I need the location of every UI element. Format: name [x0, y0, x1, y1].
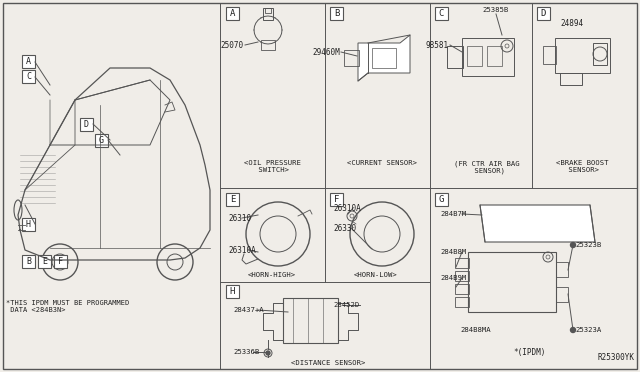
Text: 24894: 24894	[561, 19, 584, 28]
Text: H: H	[230, 287, 235, 296]
Text: <HORN-LOW>: <HORN-LOW>	[354, 272, 398, 278]
Text: 28452D: 28452D	[333, 302, 360, 308]
Text: (FR CTR AIR BAG
 SENSOR): (FR CTR AIR BAG SENSOR)	[454, 160, 520, 174]
Text: F: F	[58, 257, 63, 266]
Text: B: B	[26, 257, 31, 266]
Bar	[455, 284, 469, 294]
Text: <BRAKE BOOST
 SENSOR>: <BRAKE BOOST SENSOR>	[556, 160, 608, 173]
Text: D: D	[541, 9, 546, 18]
Bar	[54, 255, 67, 268]
Text: *(IPDM): *(IPDM)	[514, 348, 546, 357]
Text: A: A	[230, 9, 235, 18]
Text: 284B8M: 284B8M	[440, 249, 467, 255]
Bar	[263, 8, 273, 20]
Bar	[22, 70, 35, 83]
Bar	[555, 38, 610, 73]
Bar	[38, 255, 51, 268]
Text: 26310: 26310	[228, 214, 251, 222]
Text: 25070: 25070	[221, 41, 244, 49]
Text: 26330: 26330	[333, 224, 356, 232]
Bar	[593, 43, 607, 65]
Text: <HORN-HIGH>: <HORN-HIGH>	[248, 272, 296, 278]
Bar	[95, 134, 108, 147]
Text: 26310A: 26310A	[228, 246, 256, 254]
Polygon shape	[480, 205, 595, 242]
Bar	[455, 258, 469, 268]
Text: 26310A: 26310A	[333, 203, 361, 212]
Bar	[226, 7, 239, 20]
Bar	[537, 7, 550, 20]
Text: R25300YK: R25300YK	[598, 353, 635, 362]
Text: H: H	[26, 220, 31, 229]
Bar	[22, 55, 35, 68]
Bar	[487, 46, 502, 66]
Text: C: C	[26, 72, 31, 81]
Bar	[330, 7, 343, 20]
Bar	[462, 38, 514, 76]
Text: G: G	[99, 136, 104, 145]
Bar	[265, 8, 271, 13]
Bar	[435, 7, 448, 20]
Text: E: E	[42, 257, 47, 266]
Text: 284B9M: 284B9M	[440, 275, 467, 281]
Text: 284B7M: 284B7M	[440, 211, 467, 217]
Circle shape	[266, 351, 270, 355]
Text: 284B8MA: 284B8MA	[460, 327, 491, 333]
Bar	[226, 285, 239, 298]
Bar	[283, 298, 338, 343]
Bar	[344, 50, 359, 66]
Text: B: B	[334, 9, 339, 18]
Bar	[22, 255, 35, 268]
Bar	[543, 46, 556, 64]
Bar	[455, 297, 469, 307]
Circle shape	[570, 327, 575, 333]
Bar	[226, 193, 239, 206]
Text: F: F	[334, 195, 339, 204]
Polygon shape	[358, 35, 410, 81]
Bar	[261, 40, 275, 50]
Bar	[22, 218, 35, 231]
Text: <OIL PRESSURE
 SWITCH>: <OIL PRESSURE SWITCH>	[244, 160, 300, 173]
Text: 25385B: 25385B	[483, 7, 509, 13]
Text: G: G	[439, 195, 444, 204]
Text: 98581: 98581	[426, 41, 449, 49]
Text: E: E	[230, 195, 235, 204]
Bar	[80, 118, 93, 131]
Circle shape	[570, 243, 575, 247]
Text: 28437+A: 28437+A	[233, 307, 264, 313]
Text: A: A	[26, 57, 31, 66]
Bar	[556, 262, 568, 277]
Text: 29460M: 29460M	[312, 48, 340, 57]
Text: 25336B: 25336B	[233, 349, 259, 355]
Text: <DISTANCE SENSOR>: <DISTANCE SENSOR>	[291, 360, 365, 366]
Bar	[455, 271, 469, 281]
Bar	[467, 46, 482, 66]
Text: *THIS IPDM MUST BE PROGRAMMED
 DATA <284B3N>: *THIS IPDM MUST BE PROGRAMMED DATA <284B…	[6, 300, 129, 313]
Bar	[560, 73, 582, 85]
Bar	[435, 193, 448, 206]
Bar	[372, 48, 396, 68]
Text: <CURRENT SENSOR>: <CURRENT SENSOR>	[347, 160, 417, 166]
Bar	[447, 46, 463, 68]
Text: 25323A: 25323A	[575, 327, 601, 333]
Bar	[468, 252, 556, 312]
Text: 25323B: 25323B	[575, 242, 601, 248]
Text: D: D	[84, 120, 89, 129]
Text: C: C	[439, 9, 444, 18]
Bar	[556, 287, 568, 302]
Bar	[330, 193, 343, 206]
